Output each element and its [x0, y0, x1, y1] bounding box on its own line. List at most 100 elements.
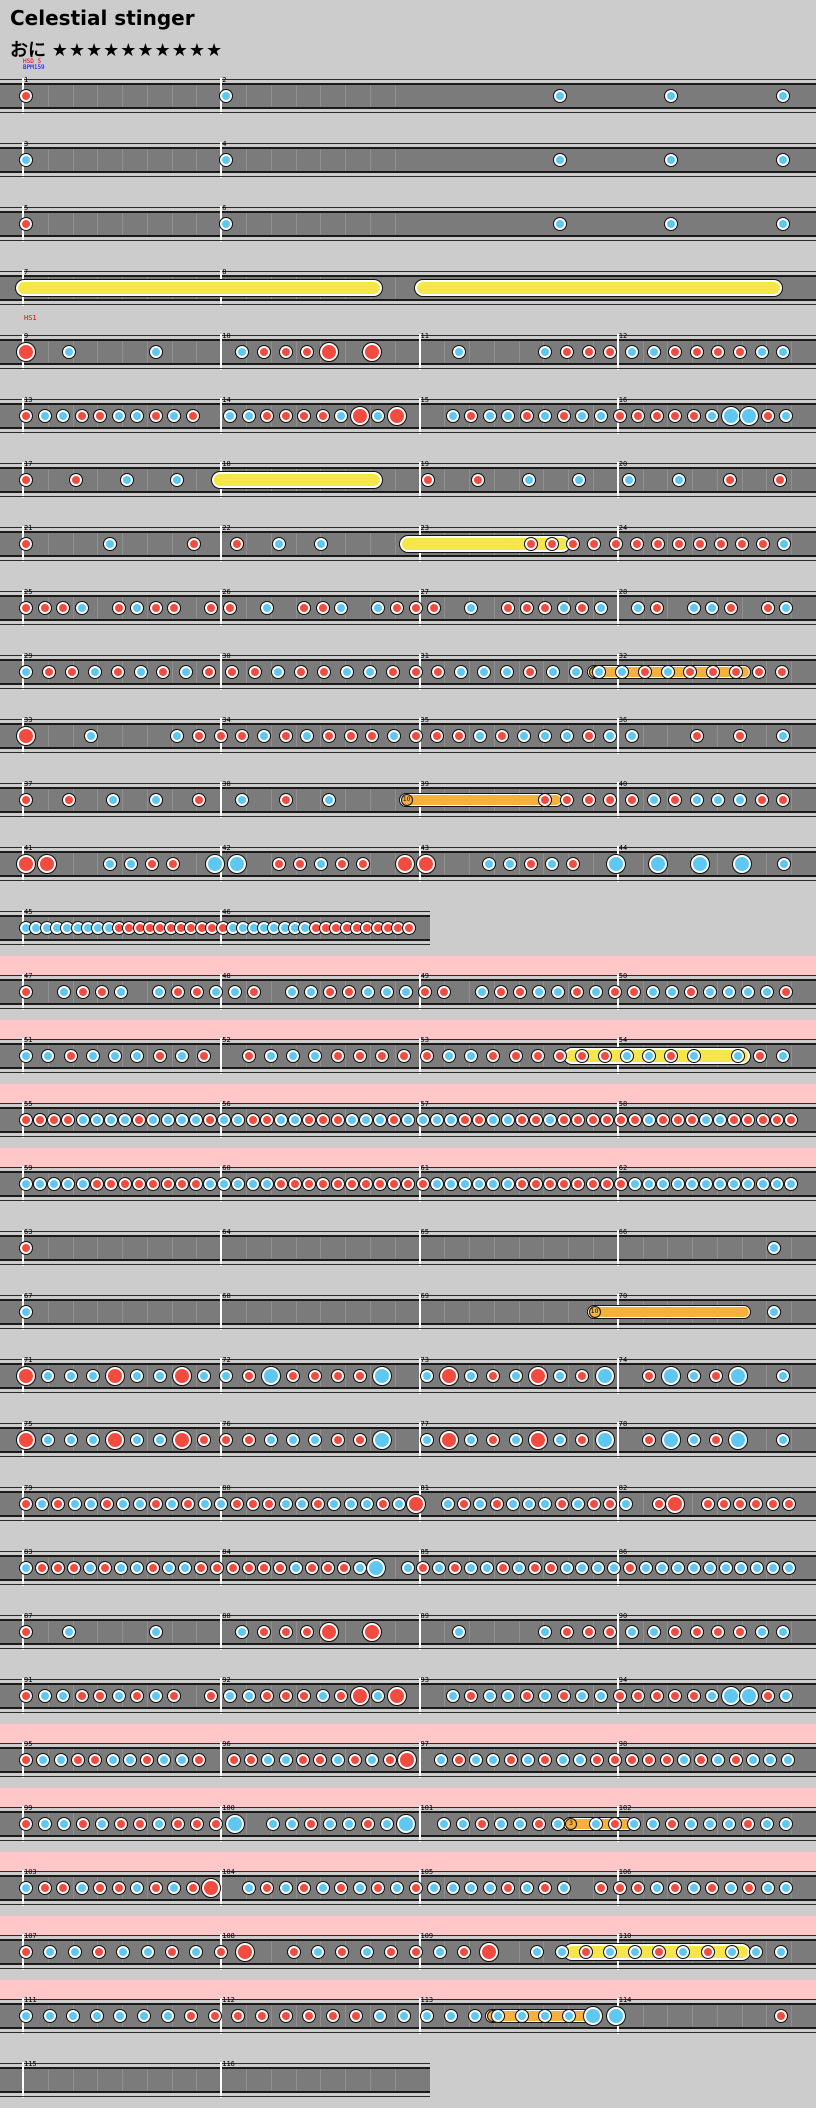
ka-note: [754, 345, 769, 359]
don-note: [255, 2009, 270, 2023]
beat-line: [345, 1301, 347, 1323]
beat-line: [444, 1685, 446, 1707]
ka-note: [263, 1049, 278, 1063]
don-note: [603, 1497, 618, 1511]
note-lane: 33 34 35 36: [0, 716, 816, 754]
ka-note: [672, 473, 687, 487]
ka-note: [543, 1113, 558, 1127]
don-note: [722, 473, 737, 487]
don-note: [694, 1753, 709, 1767]
don-note: [76, 985, 90, 999]
don-note: [146, 1177, 161, 1191]
beat-line: [270, 981, 272, 1003]
don-big-note: [201, 1878, 222, 1898]
don-note: [585, 1177, 600, 1191]
don-big-note: [171, 1430, 192, 1450]
don-big-note: [362, 342, 383, 362]
beat-line: [72, 213, 74, 235]
ka-note: [783, 1177, 798, 1191]
ka-note: [519, 1881, 534, 1895]
beat-line: [667, 1877, 669, 1899]
measure-number: 88: [222, 1612, 231, 1620]
ka-note: [665, 985, 679, 999]
don-note: [37, 1881, 52, 1895]
don-big-note: [665, 1494, 686, 1514]
measure-number: 16: [618, 396, 628, 404]
don-note: [524, 857, 539, 871]
ka-note: [670, 1177, 685, 1191]
don-note: [19, 217, 33, 231]
don-note: [19, 473, 33, 487]
ka-note: [556, 1881, 571, 1895]
don-note: [603, 793, 618, 807]
don-note: [628, 1113, 643, 1127]
beat-line: [146, 1493, 148, 1515]
balloon-note: 10: [586, 1305, 752, 1319]
ka-note: [713, 1113, 728, 1127]
don-note: [241, 1049, 256, 1063]
beat-line: [295, 1237, 297, 1259]
beat-line: [394, 1301, 396, 1323]
ka-note: [334, 601, 349, 615]
beat-line: [592, 1877, 594, 1899]
beat-line: [47, 85, 49, 107]
ka-note: [642, 1177, 657, 1191]
measure-number: 33: [24, 716, 33, 724]
don-big-note: [527, 1366, 548, 1386]
don-note: [408, 601, 423, 615]
measure-number: 68: [222, 1292, 231, 1300]
measure-line: [616, 334, 619, 370]
don-note: [226, 1753, 241, 1767]
ka-note: [570, 1497, 585, 1511]
ka-note: [167, 1881, 182, 1895]
don-note: [451, 729, 466, 743]
ka-note: [130, 409, 145, 423]
beat-line: [72, 853, 74, 875]
measure-number: 50: [618, 972, 628, 980]
beat-line: [97, 789, 99, 811]
chart-row: 115 116: [0, 2044, 430, 2108]
beat-line: [72, 1301, 74, 1323]
don-big-note: [105, 1366, 126, 1386]
beat-line: [369, 1237, 371, 1259]
ka-note: [538, 2009, 553, 2023]
don-note: [98, 1561, 113, 1575]
ka-note: [553, 1433, 568, 1447]
don-note: [670, 1113, 685, 1127]
beat-line: [394, 533, 396, 555]
don-note: [742, 1881, 757, 1895]
measure-line: [220, 398, 223, 434]
ka-note: [259, 1177, 274, 1191]
ka-note: [315, 1689, 330, 1703]
ka-note: [760, 1817, 774, 1831]
ka-note: [241, 1881, 256, 1895]
ka-note: [568, 665, 583, 679]
ka-note: [89, 2009, 104, 2023]
ka-note: [140, 1945, 155, 1959]
beat-line: [246, 981, 248, 1003]
measure-line: [220, 1230, 223, 1266]
measure-number: 19: [420, 460, 429, 468]
ka-note: [116, 1497, 131, 1511]
ka-note: [508, 1433, 523, 1447]
measure-number: 82: [618, 1484, 628, 1492]
don-note: [334, 1689, 349, 1703]
don-note: [627, 985, 641, 999]
beat-line: [642, 2005, 644, 2027]
measure-number: 43: [420, 844, 429, 852]
beat-line: [295, 1301, 297, 1323]
ka-note: [148, 1689, 163, 1703]
don-note: [651, 1945, 666, 1959]
ka-note: [188, 1113, 203, 1127]
beat-line: [97, 341, 99, 363]
don-note: [684, 1113, 699, 1127]
beat-line: [369, 1877, 371, 1899]
ka-note: [105, 793, 120, 807]
ka-note: [724, 1945, 739, 1959]
don-note: [184, 2009, 199, 2023]
don-note: [538, 1753, 553, 1767]
don-note: [192, 729, 207, 743]
don-note: [387, 1113, 402, 1127]
measure-number: 96: [222, 1740, 231, 1748]
beat-line: [369, 1429, 371, 1451]
